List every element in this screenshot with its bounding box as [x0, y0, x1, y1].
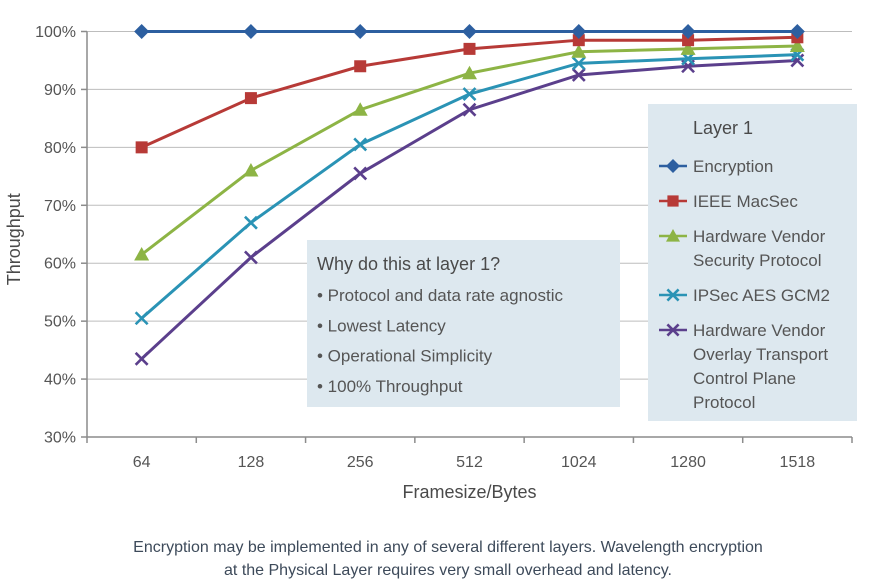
- legend-marker: [666, 159, 680, 173]
- data-point: [680, 41, 696, 55]
- annotation-bullet: • 100% Throughput: [317, 377, 463, 396]
- legend-box: [648, 104, 857, 421]
- legend-entry: IPSec AES GCM2: [659, 286, 830, 305]
- data-point: [243, 24, 259, 39]
- caption-line-2: at the Physical Layer requires very smal…: [224, 562, 672, 579]
- data-point: [462, 24, 477, 39]
- data-point: [462, 87, 477, 101]
- legend-marker: [666, 229, 680, 242]
- legend-label: IEEE MacSec: [693, 192, 798, 211]
- y-tick-label: 80%: [44, 140, 76, 157]
- legend-marker: [666, 288, 680, 302]
- data-point: [789, 38, 805, 52]
- series-0-group: [134, 24, 805, 39]
- x-tick-label: 64: [133, 454, 151, 471]
- data-point: [135, 141, 148, 154]
- legend-label: Overlay Transport: [693, 345, 828, 364]
- annotation-bullet: • Lowest Latency: [317, 316, 446, 335]
- data-point: [571, 44, 587, 58]
- data-point: [353, 137, 368, 152]
- annotation-box: [307, 240, 620, 407]
- legend-marker: [667, 195, 679, 207]
- data-point: [463, 42, 476, 55]
- x-tick-label: 1024: [561, 454, 597, 471]
- data-point: [789, 24, 805, 39]
- data-point: [790, 53, 805, 68]
- series-1-group: [135, 31, 804, 154]
- x-tick-label: 1518: [780, 454, 816, 471]
- data-point: [571, 24, 587, 39]
- y-tick-label: 70%: [44, 198, 76, 215]
- data-point: [243, 163, 259, 177]
- data-point: [680, 24, 696, 39]
- annotation-bullet: • Protocol and data rate agnostic: [317, 286, 563, 305]
- data-point: [462, 65, 477, 80]
- annotation-bullet: • Operational Simplicity: [317, 347, 493, 366]
- data-point: [134, 311, 149, 326]
- legend-label: Security Protocol: [693, 251, 822, 270]
- x-tick-label: 128: [238, 454, 265, 471]
- y-tick-label: 40%: [44, 372, 76, 389]
- x-tick-label: 1280: [670, 454, 706, 471]
- x-tick-label: 512: [456, 454, 483, 471]
- figure-caption: Encryption may be implemented in any of …: [40, 536, 856, 582]
- series-3-group: [134, 47, 805, 326]
- data-point: [571, 68, 586, 82]
- legend-entry: IEEE MacSec: [659, 192, 798, 211]
- data-point: [244, 215, 258, 230]
- series-4-group: [134, 53, 805, 366]
- x-axis-title: Framesize/Bytes: [402, 482, 536, 502]
- data-point: [244, 92, 257, 105]
- legend-label: IPSec AES GCM2: [693, 286, 830, 305]
- y-tick-label: 60%: [44, 256, 76, 273]
- data-point: [134, 247, 150, 261]
- legend-label: Control Plane: [693, 369, 796, 388]
- data-point: [244, 250, 258, 265]
- legend-label: Protocol: [693, 393, 755, 412]
- legend-label: Hardware Vendor: [693, 321, 826, 340]
- data-point: [134, 24, 150, 39]
- data-point: [353, 166, 368, 181]
- x-tick-label: 256: [347, 454, 374, 471]
- caption-line-1: Encryption may be implemented in any of …: [133, 539, 763, 556]
- legend-marker: [666, 323, 680, 337]
- data-point: [572, 34, 585, 47]
- legend-entry: Hardware Vendor Security Protocol: [659, 227, 826, 270]
- data-point: [352, 102, 368, 116]
- y-tick-label: 100%: [35, 24, 76, 41]
- annotation-title: Why do this at layer 1?: [317, 254, 500, 274]
- legend-entry: Hardware Vendor Overlay Transport Control …: [659, 321, 828, 412]
- legend-title: Layer 1: [693, 118, 753, 138]
- series-2-group: [134, 38, 805, 261]
- throughput-chart: 30% 40% 50% 60% 70% 80% 90% 100% 64 128 256 512 1024…: [4, 24, 857, 502]
- data-point: [134, 351, 149, 366]
- data-point: [462, 102, 477, 117]
- y-tick-label: 50%: [44, 314, 76, 331]
- data-point: [571, 56, 586, 71]
- legend-label: Hardware Vendor: [693, 227, 826, 246]
- data-point: [352, 24, 368, 39]
- data-point: [682, 34, 695, 47]
- data-point: [354, 60, 367, 73]
- y-tick-label: 90%: [44, 82, 76, 99]
- legend-entry: Encryption: [659, 157, 773, 176]
- legend-label: Encryption: [693, 157, 773, 176]
- y-axis-title: Throughput: [4, 193, 24, 285]
- y-tick-label: 30%: [44, 430, 76, 447]
